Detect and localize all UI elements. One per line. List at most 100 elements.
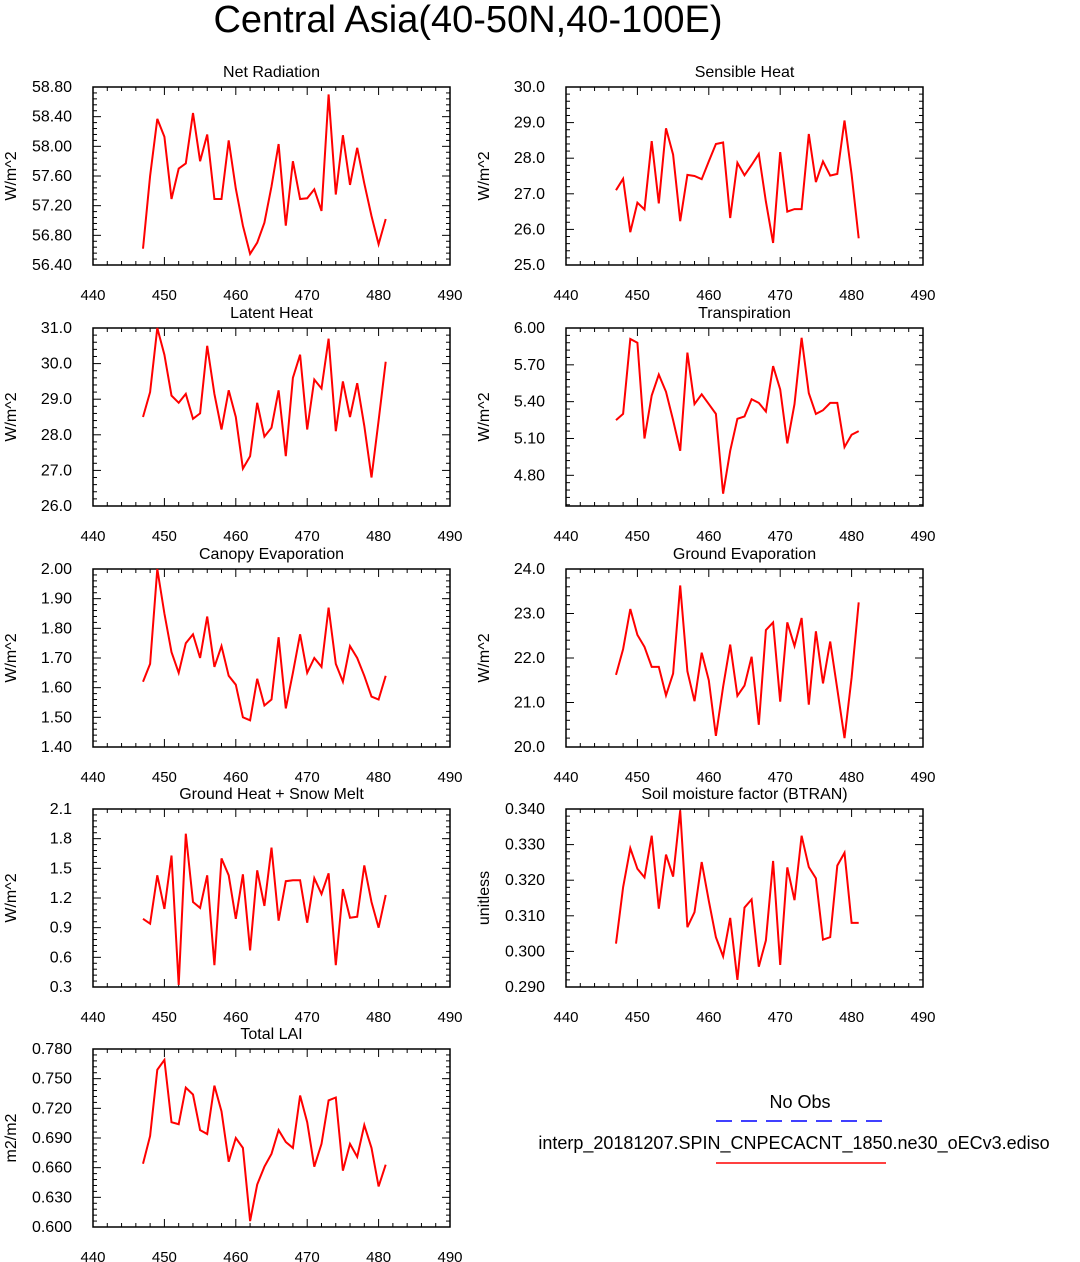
y-tick-label: 56.80 bbox=[32, 227, 72, 244]
y-tick-label: 26.0 bbox=[514, 221, 545, 238]
y-tick-label: 0.690 bbox=[32, 1130, 72, 1147]
plot-frame bbox=[565, 808, 924, 988]
y-axis-label: m2/m2 bbox=[3, 1113, 20, 1162]
x-tick-label: 480 bbox=[366, 769, 391, 786]
x-tick-label: 470 bbox=[295, 287, 320, 304]
chart-panel: Total LAI m2/m2 440 450 460 470 480 490 0.600 0.6… bbox=[3, 1026, 463, 1262]
chart-panels: Net Radiation W/m^2 440 450 460 470 480 490 56.4… bbox=[3, 64, 936, 1262]
chart-panel: Soil moisture factor (BTRAN) unitless 440 4… bbox=[476, 786, 936, 1026]
chart-title: Ground Evaporation bbox=[673, 546, 816, 563]
y-tick-label: 5.70 bbox=[514, 357, 545, 374]
y-tick-label: 0.340 bbox=[505, 801, 545, 818]
y-tick-label: 23.0 bbox=[514, 606, 545, 623]
y-tick-label: 27.0 bbox=[514, 186, 545, 203]
y-tick-label: 4.80 bbox=[514, 467, 545, 484]
y-axis-label: W/m^2 bbox=[476, 392, 493, 441]
y-tick-label: 0.9 bbox=[50, 920, 72, 937]
x-tick-label: 490 bbox=[437, 528, 462, 545]
y-tick-label: 5.40 bbox=[514, 394, 545, 411]
chart-title: Net Radiation bbox=[223, 64, 320, 81]
y-tick-label: 1.80 bbox=[41, 620, 72, 637]
y-axis-label: W/m^2 bbox=[3, 392, 20, 441]
plot-frame bbox=[565, 327, 924, 507]
y-tick-label: 57.20 bbox=[32, 198, 72, 215]
x-tick-label: 450 bbox=[625, 769, 650, 786]
series-line bbox=[142, 833, 387, 986]
x-tick-label: 450 bbox=[152, 287, 177, 304]
chart-panel: Sensible Heat W/m^2 440 450 460 470 480 490 25.0… bbox=[476, 64, 936, 304]
x-tick-label: 460 bbox=[223, 769, 248, 786]
series-line bbox=[615, 337, 860, 494]
x-tick-label: 440 bbox=[553, 769, 578, 786]
x-tick-label: 440 bbox=[80, 1249, 105, 1262]
x-tick-label: 480 bbox=[366, 1009, 391, 1026]
y-tick-label: 1.90 bbox=[41, 591, 72, 608]
x-tick-label: 440 bbox=[553, 287, 578, 304]
x-tick-label: 490 bbox=[437, 769, 462, 786]
y-tick-label: 1.40 bbox=[41, 739, 72, 756]
x-tick-label: 440 bbox=[80, 528, 105, 545]
y-tick-label: 31.0 bbox=[41, 320, 72, 337]
x-tick-label: 480 bbox=[839, 769, 864, 786]
y-tick-label: 24.0 bbox=[514, 561, 545, 578]
y-tick-label: 27.0 bbox=[41, 462, 72, 479]
series-line bbox=[142, 568, 387, 722]
x-tick-label: 480 bbox=[366, 528, 391, 545]
x-tick-label: 480 bbox=[839, 1009, 864, 1026]
x-tick-label: 470 bbox=[768, 287, 793, 304]
chart-title: Latent Heat bbox=[230, 305, 313, 322]
y-tick-label: 30.0 bbox=[514, 79, 545, 96]
y-tick-label: 0.310 bbox=[505, 908, 545, 925]
series-line bbox=[142, 327, 387, 478]
x-tick-label: 440 bbox=[553, 528, 578, 545]
y-axis-label: W/m^2 bbox=[476, 151, 493, 200]
series-line bbox=[142, 94, 387, 257]
legend: No Obs interp_20181207.SPIN_CNPECACNT_18… bbox=[538, 1092, 1050, 1164]
y-tick-label: 2.00 bbox=[41, 561, 72, 578]
x-tick-label: 470 bbox=[768, 769, 793, 786]
x-tick-label: 450 bbox=[152, 528, 177, 545]
x-tick-label: 460 bbox=[696, 769, 721, 786]
chart-panel: Ground Heat + Snow Melt W/m^2 440 450 460 470… bbox=[3, 786, 463, 1026]
x-tick-label: 470 bbox=[295, 1249, 320, 1262]
x-tick-label: 470 bbox=[295, 769, 320, 786]
plot-frame bbox=[92, 808, 451, 988]
y-tick-label: 29.0 bbox=[41, 391, 72, 408]
legend-obs-label: No Obs bbox=[769, 1092, 830, 1112]
y-tick-label: 22.0 bbox=[514, 650, 545, 667]
y-tick-label: 0.780 bbox=[32, 1041, 72, 1058]
y-tick-label: 29.0 bbox=[514, 115, 545, 132]
y-tick-label: 1.60 bbox=[41, 680, 72, 697]
x-tick-label: 480 bbox=[366, 1249, 391, 1262]
x-tick-label: 490 bbox=[437, 287, 462, 304]
chart-title: Canopy Evaporation bbox=[199, 546, 344, 563]
y-tick-label: 26.0 bbox=[41, 498, 72, 515]
x-tick-label: 450 bbox=[152, 1009, 177, 1026]
y-tick-label: 0.600 bbox=[32, 1219, 72, 1236]
y-tick-label: 6.00 bbox=[514, 320, 545, 337]
y-tick-label: 0.330 bbox=[505, 837, 545, 854]
chart-title: Sensible Heat bbox=[695, 64, 795, 81]
x-tick-label: 480 bbox=[839, 287, 864, 304]
chart-panel: Net Radiation W/m^2 440 450 460 470 480 490 56.4… bbox=[3, 64, 463, 304]
x-tick-label: 460 bbox=[223, 287, 248, 304]
x-tick-label: 450 bbox=[152, 1249, 177, 1262]
y-tick-label: 1.2 bbox=[50, 890, 72, 907]
y-tick-label: 28.0 bbox=[514, 150, 545, 167]
x-tick-label: 490 bbox=[910, 1009, 935, 1026]
series-line bbox=[142, 1057, 387, 1222]
y-tick-label: 0.3 bbox=[50, 979, 72, 996]
y-tick-label: 1.70 bbox=[41, 650, 72, 667]
y-axis-label: unitless bbox=[476, 871, 493, 925]
y-tick-label: 20.0 bbox=[514, 739, 545, 756]
y-tick-label: 57.60 bbox=[32, 168, 72, 185]
x-tick-label: 490 bbox=[437, 1249, 462, 1262]
chart-title: Soil moisture factor (BTRAN) bbox=[641, 786, 847, 803]
plot-frame bbox=[92, 568, 451, 748]
x-tick-label: 460 bbox=[696, 528, 721, 545]
figure-title: Central Asia(40-50N,40-100E) bbox=[213, 0, 722, 41]
chart-panel: Transpiration W/m^2 440 450 460 470 480 490 4.80… bbox=[476, 305, 936, 545]
x-tick-label: 450 bbox=[625, 287, 650, 304]
x-tick-label: 440 bbox=[80, 769, 105, 786]
